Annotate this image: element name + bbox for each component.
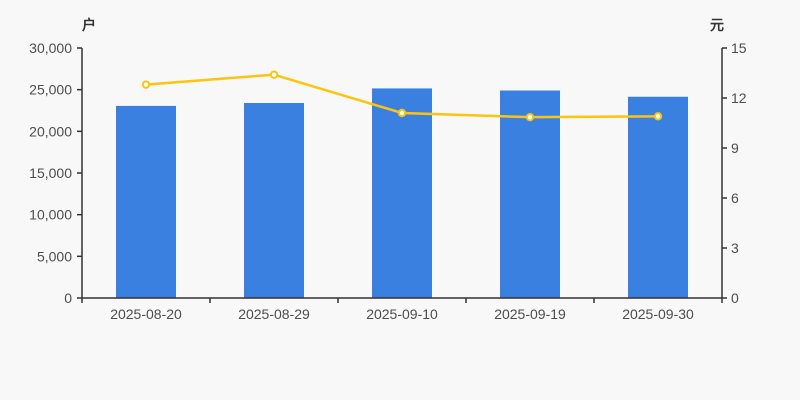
bar-series xyxy=(116,88,688,299)
right-tick-label: 6 xyxy=(731,190,739,206)
bar[interactable] xyxy=(500,90,560,299)
right-tick-label: 9 xyxy=(731,140,739,156)
right-axis-title: 元 xyxy=(710,17,724,33)
right-tick-label: 12 xyxy=(731,90,747,106)
left-tick-label: 15,000 xyxy=(29,165,72,181)
left-tick-label: 30,000 xyxy=(29,40,72,56)
left-tick-label: 0 xyxy=(64,290,72,306)
left-tick-label: 10,000 xyxy=(29,207,72,223)
left-tick-label: 5,000 xyxy=(37,248,72,264)
right-tick-label: 3 xyxy=(731,240,739,256)
bar[interactable] xyxy=(116,105,176,299)
bar[interactable] xyxy=(372,88,432,299)
x-axis-labels: 2025-08-20 2025-08-29 2025-09-10 2025-09-19… xyxy=(81,298,723,322)
bar[interactable] xyxy=(628,96,688,298)
line-marker[interactable] xyxy=(269,70,279,79)
x-axis-category-label: 2025-09-10 xyxy=(366,306,438,322)
right-tick-label: 0 xyxy=(731,290,739,306)
line-marker[interactable] xyxy=(653,112,663,121)
line-series xyxy=(141,70,663,122)
line-marker[interactable] xyxy=(141,80,151,89)
line-marker[interactable] xyxy=(397,108,407,118)
left-tick-label: 25,000 xyxy=(29,82,72,98)
left-axis-title: 户 xyxy=(82,17,96,33)
right-axis-ticks: 15 12 9 6 3 0 xyxy=(722,40,747,306)
left-tick-label: 20,000 xyxy=(29,123,72,139)
line-marker[interactable] xyxy=(525,112,535,122)
x-axis-category-label: 2025-08-20 xyxy=(110,306,182,322)
left-axis-ticks: 30,000 25,000 20,000 15,000 10,000 5,000 0 xyxy=(29,40,82,306)
right-tick-label: 15 xyxy=(731,40,747,56)
x-axis-category-label: 2025-08-29 xyxy=(238,306,310,322)
x-axis-category-label: 2025-09-19 xyxy=(494,306,566,322)
bar[interactable] xyxy=(244,103,304,298)
x-axis-category-label: 2025-09-30 xyxy=(622,306,694,322)
